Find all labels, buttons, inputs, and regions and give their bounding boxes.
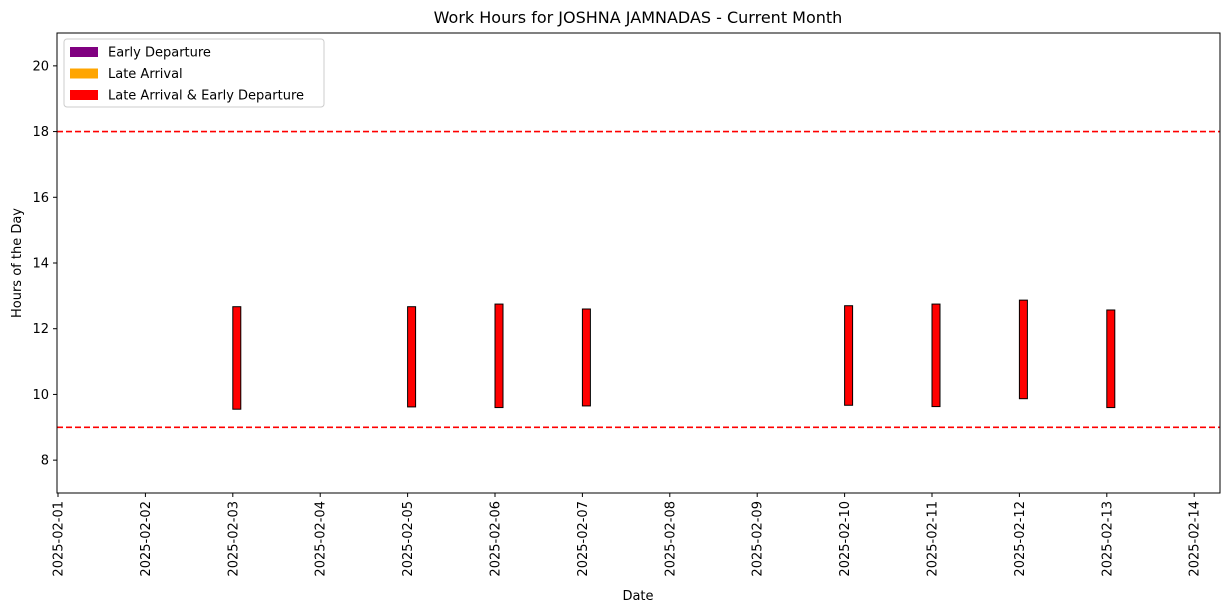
work-hours-bar [581, 308, 591, 407]
x-tick-label: 2025-02-07 [576, 501, 591, 577]
x-tick-label: 2025-02-13 [1100, 501, 1115, 577]
x-tick-label: 2025-02-08 [663, 501, 678, 577]
y-tick-label: 8 [41, 454, 49, 469]
legend-box [63, 38, 325, 108]
chart-title: Work Hours for JOSHNA JAMNADAS - Current… [434, 8, 843, 27]
x-tick-label: 2025-02-01 [52, 501, 67, 577]
legend-label: Late Arrival & Early Departure [108, 89, 304, 104]
legend-label: Early Departure [108, 46, 211, 61]
y-tick-label: 18 [32, 125, 49, 140]
y-tick-label: 14 [32, 257, 49, 272]
work-hours-bar [232, 306, 242, 410]
x-tick-label: 2025-02-04 [314, 501, 329, 577]
plot-frame [56, 32, 1221, 494]
work-hours-bar [494, 303, 504, 409]
work-hours-bar [1018, 299, 1028, 400]
y-tick-label: 12 [32, 322, 49, 337]
legend-swatch [70, 47, 98, 57]
x-tick-label: 2025-02-06 [489, 501, 504, 577]
x-tick-label: 2025-02-05 [401, 501, 416, 577]
y-tick-label: 20 [32, 59, 49, 74]
legend-swatch [70, 68, 98, 79]
x-tick-label: 2025-02-12 [1013, 501, 1028, 577]
y-tick-label: 10 [32, 388, 49, 403]
work-hours-bar [844, 305, 854, 406]
y-axis-title: Hours of the Day [10, 208, 25, 318]
x-axis-title: Date [622, 589, 653, 604]
work-hours-bar [931, 303, 941, 408]
x-tick-label: 2025-02-10 [838, 501, 853, 577]
y-tick-label: 16 [32, 191, 49, 206]
x-tick-label: 2025-02-11 [926, 501, 941, 577]
legend-swatch [70, 90, 98, 100]
x-tick-label: 2025-02-02 [139, 501, 154, 577]
x-tick-label: 2025-02-03 [226, 501, 241, 577]
work-hours-bar [1106, 309, 1116, 409]
legend-label: Late Arrival [108, 67, 183, 82]
x-tick-label: 2025-02-14 [1188, 501, 1203, 577]
x-tick-label: 2025-02-09 [751, 501, 766, 577]
work-hours-bar [407, 306, 417, 408]
